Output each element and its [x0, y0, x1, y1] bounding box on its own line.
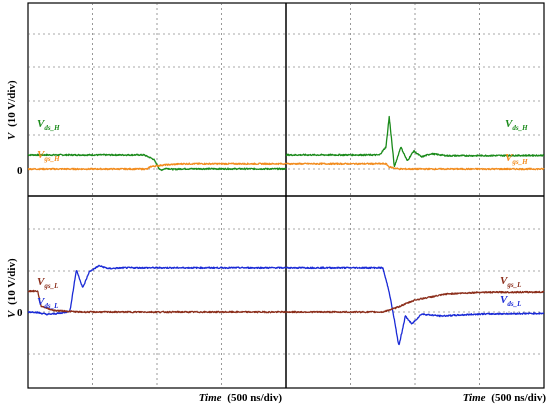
x-axis-label-right: Time (500 ns/div) — [463, 392, 547, 404]
trace-top-right-gs-h — [285, 162, 545, 171]
trace-bottom-left-ds-l — [27, 264, 287, 316]
top-zero-label: 0 — [17, 165, 23, 177]
trace-top-left-ds-h — [27, 153, 287, 172]
bottom-y-axis-label: V (10 V/div) — [6, 258, 18, 318]
top-y-axis-label: V (10 V/div) — [6, 80, 18, 140]
bottom-right-label-vgs-l: Vgs_L — [500, 275, 521, 289]
waveform-traces — [27, 115, 545, 346]
trace-top-right-ds-h — [285, 115, 545, 168]
top-left-label-vds-h: Vds_H — [37, 118, 60, 132]
top-left-label-vgs-h: Vgs_H — [37, 149, 60, 163]
bottom-left-label-vgs-l: Vgs_L — [37, 276, 58, 290]
top-right-label-vgs-h: Vgs_H — [505, 152, 528, 166]
bottom-left-label-vds-l: Vds_L — [37, 296, 58, 310]
x-axis-label-left: Time (500 ns/div) — [199, 392, 283, 404]
bottom-zero-label: 0 — [17, 307, 23, 319]
trace-bottom-right-ds-l — [285, 266, 545, 346]
trace-bottom-left-gs-l — [27, 289, 287, 314]
plot-frame — [27, 2, 545, 389]
top-right-label-vds-h: Vds_H — [505, 118, 528, 132]
trace-bottom-right-gs-l — [285, 290, 545, 314]
trace-top-left-gs-h — [27, 162, 287, 171]
bottom-right-label-vds-l: Vds_L — [500, 294, 521, 308]
